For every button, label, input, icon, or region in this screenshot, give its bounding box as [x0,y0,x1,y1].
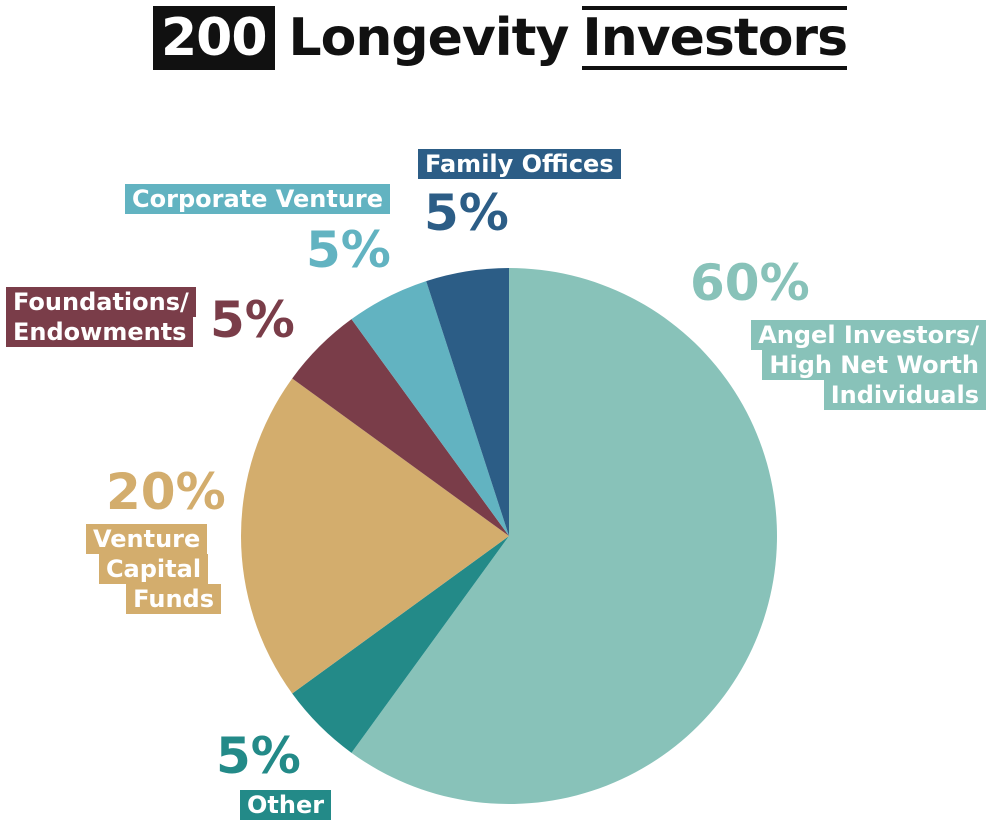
slice-label-line: Family Offices [418,149,621,179]
slice-label-line: Funds [126,584,221,614]
slice-label-angel-investors: Angel Investors/ High Net Worth Individu… [751,320,986,410]
slice-label-corporate-venture: Corporate Venture [125,184,391,214]
slice-label-line: Capital [98,554,209,584]
slice-label-line: Corporate Venture [125,184,391,214]
title-number: 200 [152,6,275,70]
pie-slice-other [292,536,509,753]
slice-label-line: High Net Worth [762,350,986,380]
slice-label-venture-capital: Venture Capital Funds [86,524,221,614]
slice-label-other: Other [240,790,332,820]
slice-label-line: Other [240,790,332,820]
pie-slice-family-offices [426,268,509,536]
title-middle: Longevity [288,8,570,68]
chart-title: 200 Longevity Investors [0,6,1000,70]
slice-label-line: Endowments [6,317,194,347]
slice-label-line: Foundations/ [6,287,196,317]
pct-label-angel-investors: 60% [690,254,810,312]
pct-label-foundations: 5% [210,291,295,349]
slice-label-line: Angel Investors/ [751,320,986,350]
pct-label-family-offices: 5% [424,184,509,242]
pie-slice-angel-investors-high-net-worth-individuals [351,268,777,804]
pct-label-venture-capital: 20% [106,463,226,521]
pie-slice-venture-capital-funds [241,378,509,694]
pie-slice-corporate-venture [351,281,509,536]
slice-label-line: Venture [86,524,208,554]
pct-label-other: 5% [216,727,301,785]
slice-label-family-offices: Family Offices [418,149,621,179]
slice-label-foundations: Foundations/ Endowments [6,287,196,347]
pct-label-corporate-venture: 5% [306,221,391,279]
title-last: Investors [582,6,848,70]
slice-label-line: Individuals [823,380,986,410]
pie-slice-foundations-endowments [292,319,509,536]
